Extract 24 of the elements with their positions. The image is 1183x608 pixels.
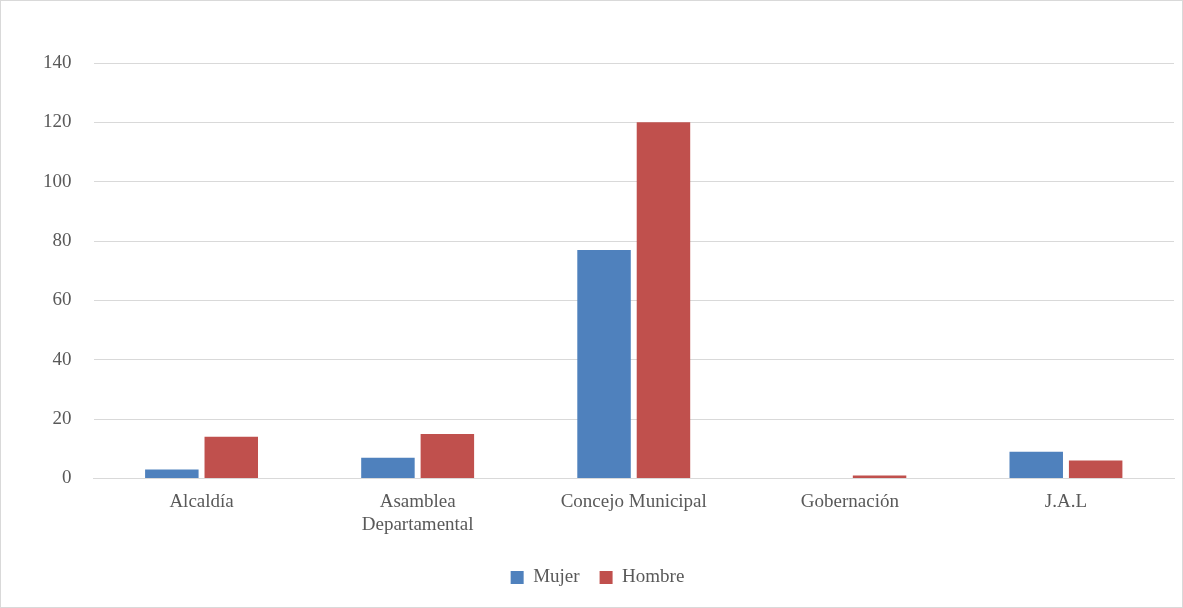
y-tick-label: 40 bbox=[52, 347, 72, 369]
x-tick-label: Alcaldía bbox=[169, 489, 235, 511]
y-tick-label: 20 bbox=[52, 407, 72, 429]
x-tick-label: Asamblea Departamental bbox=[361, 489, 474, 534]
y-tick-label: 100 bbox=[43, 169, 72, 191]
legend-label: Mujer bbox=[533, 565, 581, 587]
bar bbox=[420, 433, 475, 478]
bar bbox=[1009, 451, 1063, 478]
bar bbox=[361, 457, 415, 478]
x-tick-label: J.A.L bbox=[1044, 489, 1088, 511]
bar bbox=[145, 469, 199, 478]
y-tick-label: 120 bbox=[43, 110, 72, 132]
bar bbox=[852, 475, 907, 478]
y-tick-label: 0 bbox=[62, 466, 72, 488]
bar bbox=[204, 436, 259, 478]
bar bbox=[1068, 460, 1123, 478]
y-tick-label: 60 bbox=[52, 288, 72, 310]
y-tick-label: 140 bbox=[43, 50, 72, 72]
x-tick-label: Concejo Municipal bbox=[560, 489, 707, 511]
x-tick-label: Gobernación bbox=[800, 489, 900, 511]
y-tick-label: 80 bbox=[52, 229, 72, 251]
bar bbox=[636, 122, 691, 478]
legend-label: Hombre bbox=[622, 565, 685, 587]
bar bbox=[577, 249, 631, 478]
